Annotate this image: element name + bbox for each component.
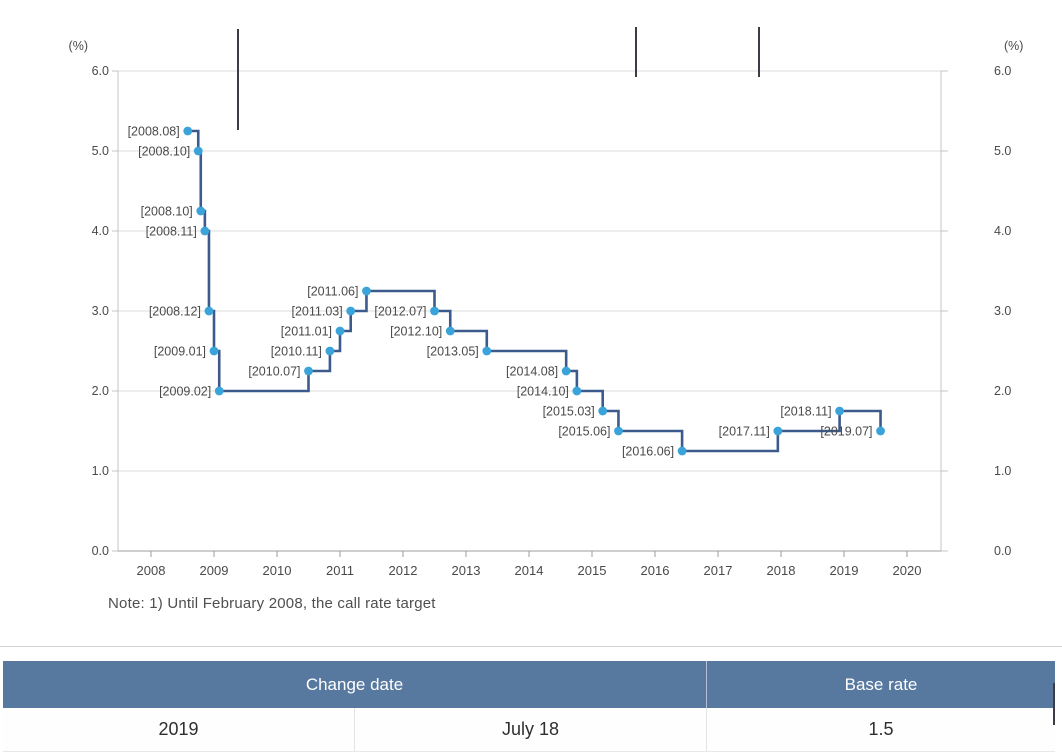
y-axis-label-right: 3.0: [994, 304, 1011, 318]
data-point-label: [2012.07]: [374, 305, 426, 319]
x-axis-label: 2011: [326, 563, 354, 578]
artifact-line: [1053, 683, 1055, 725]
x-axis-label: 2020: [893, 563, 922, 578]
data-point-label: [2008.12]: [149, 305, 201, 319]
data-point-label: [2009.01]: [154, 345, 206, 359]
x-axis-label: 2010: [263, 563, 292, 578]
x-axis-label: 2015: [578, 563, 607, 578]
data-point-label: [2011.01]: [281, 325, 332, 339]
data-point: [304, 366, 313, 376]
data-point-label: [2008.11]: [146, 225, 197, 239]
data-point: [209, 346, 219, 356]
data-point: [677, 446, 687, 456]
step-line: [187, 129, 882, 453]
y-axis-label-right: 1.0: [994, 464, 1011, 478]
data-point-label: [2018.11]: [780, 405, 831, 419]
data-point: [614, 426, 623, 436]
chart-note: Note: 1) Until February 2008, the call r…: [108, 595, 436, 612]
data-point: [196, 206, 206, 216]
y-axis-label-right: 6.0: [994, 64, 1011, 78]
data-point: [561, 366, 571, 376]
data-point-label: [2016.06]: [622, 445, 674, 459]
data-point-label: [2010.11]: [271, 345, 322, 359]
cell-change-year: 2019: [3, 708, 355, 751]
data-point: [445, 326, 455, 336]
data-point-label: [2015.06]: [558, 425, 610, 439]
data-point-label: [2014.10]: [517, 385, 569, 399]
x-axis-label: 2018: [767, 563, 796, 578]
data-point: [204, 306, 214, 316]
data-point-label: [2008.10]: [141, 205, 193, 219]
x-axis-label: 2012: [389, 563, 418, 578]
data-point: [482, 346, 492, 356]
y-axis-label-right: 4.0: [994, 224, 1011, 238]
data-point-label: [2012.10]: [390, 325, 442, 339]
y-axis-label-left: 3.0: [92, 304, 109, 318]
cell-base-rate: 1.5: [868, 719, 894, 739]
data-point: [835, 406, 844, 416]
data-point: [183, 126, 193, 136]
y-axis-label-right: 2.0: [994, 384, 1011, 398]
y-axis-label-left: 1.0: [92, 464, 109, 478]
y-axis-label-left: 4.0: [92, 224, 109, 238]
y-axis-unit-right: (%): [1004, 39, 1023, 53]
data-point: [598, 406, 608, 416]
y-axis-unit-left: (%): [69, 39, 88, 53]
x-axis-label: 2014: [515, 563, 544, 578]
table-row: 2019 July 18 1.5: [3, 708, 1055, 752]
x-axis-label: 2017: [704, 563, 733, 578]
table-header-row: Change date Base rate: [3, 661, 1055, 708]
data-point-label: [2017.11]: [719, 425, 770, 439]
data-point-label: [2009.02]: [159, 385, 211, 399]
data-point-label: [2011.06]: [307, 285, 358, 299]
data-point-label: [2015.03]: [543, 405, 595, 419]
data-point: [346, 306, 356, 316]
y-axis-label-left: 2.0: [92, 384, 109, 398]
data-point-label: [2008.10]: [138, 145, 190, 159]
data-point: [193, 146, 203, 156]
data-point-label: [2014.08]: [506, 365, 558, 379]
data-point-label: [2011.03]: [292, 305, 343, 319]
y-axis-label-right: 0.0: [994, 544, 1011, 558]
x-axis-label: 2009: [200, 563, 229, 578]
data-point: [876, 426, 885, 436]
table-separator-line: [0, 646, 1062, 647]
x-axis-label: 2019: [830, 563, 859, 578]
data-point-label: [2013.05]: [427, 345, 479, 359]
data-point: [214, 386, 224, 396]
base-rate-step-chart: 6.0 6.0 5.0 5.0 4.0 4.0 3.0 3.0 2.0 2.0 1.0 1.0 0.0 0…: [69, 27, 1023, 578]
y-axis-label-left: 5.0: [92, 144, 109, 158]
data-point: [430, 306, 439, 316]
data-point: [200, 226, 210, 236]
data-point: [362, 286, 371, 296]
data-point-label: [2019.07]: [820, 425, 872, 439]
data-point: [325, 346, 335, 356]
table-header-change-date: Change date: [3, 661, 707, 708]
data-point-label: [2010.07]: [248, 365, 300, 379]
y-axis-label-right: 5.0: [994, 144, 1011, 158]
y-axis-label-left: 6.0: [92, 64, 109, 78]
cell-change-date: July 18: [355, 708, 707, 751]
data-point: [572, 386, 582, 396]
data-point-label: [2008.08]: [128, 125, 180, 139]
table-header-base-rate: Base rate: [844, 674, 918, 694]
x-axis-label: 2008: [137, 563, 166, 578]
base-rate-table: Change date Base rate 2019 July 18 1.5: [3, 661, 1055, 752]
x-axis-label: 2016: [641, 563, 670, 578]
x-axis-label: 2013: [452, 563, 481, 578]
data-point: [335, 326, 345, 336]
y-axis-label-left: 0.0: [92, 544, 109, 558]
data-point: [773, 426, 783, 436]
